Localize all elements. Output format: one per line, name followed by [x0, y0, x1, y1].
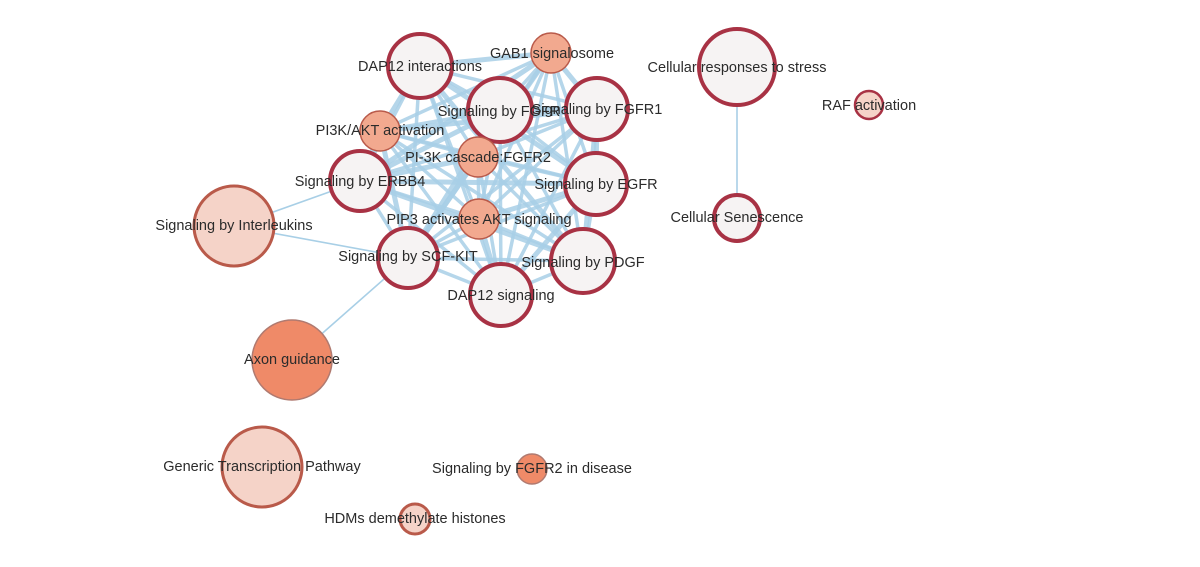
node-gab1-signalosome[interactable]: [530, 32, 572, 74]
node-dap12-interactions[interactable]: [386, 32, 454, 100]
node-axon-guidance[interactable]: [251, 319, 333, 401]
edge-pi3k-akt-activation--pip3-activates-akt: [378, 129, 481, 221]
node-signaling-by-interleukins[interactable]: [192, 184, 276, 268]
node-label-raf-activation: RAF activation: [822, 98, 916, 114]
node-signaling-by-fgfr1[interactable]: [564, 76, 630, 142]
node-label-signaling-by-fgfr: Signaling by FGFR: [438, 104, 561, 120]
labels-layer: DAP12 interactions GAB1 signalosome Signal…: [155, 46, 916, 527]
node-label-cellular-responses-to-stress: Cellular responses to stress: [648, 60, 827, 76]
node-hdms-demethylate-histones[interactable]: [398, 502, 432, 536]
node-label-signaling-by-interleukins: Signaling by Interleukins: [155, 218, 312, 234]
node-pi3k-akt-activation[interactable]: [359, 110, 401, 152]
node-pi3k-cascade-fgfr2[interactable]: [457, 136, 499, 178]
node-label-dap12-interactions: DAP12 interactions: [358, 59, 482, 75]
edge-gab1-signalosome--pi3k-akt-activation: [378, 51, 553, 133]
node-label-cellular-senescence: Cellular Senescence: [671, 210, 804, 226]
node-label-pip3-activates-akt: PIP3 activates AKT signaling: [386, 212, 571, 228]
node-label-signaling-by-pdgf: Signaling by PDGF: [521, 255, 644, 271]
node-label-dap12-signaling: DAP12 signaling: [447, 288, 554, 304]
node-raf-activation[interactable]: [853, 89, 885, 121]
edge-signaling-by-erbb4--signaling-by-egfr: [357, 178, 599, 187]
node-signaling-by-scf-kit[interactable]: [376, 226, 440, 290]
node-cellular-responses-to-stress[interactable]: [697, 27, 777, 107]
node-signaling-by-pdgf[interactable]: [549, 227, 617, 295]
node-label-axon-guidance: Axon guidance: [244, 352, 340, 368]
node-label-pi3k-cascade-fgfr2: PI-3K cascade:FGFR2: [405, 150, 551, 166]
node-signaling-by-erbb4[interactable]: [328, 149, 392, 213]
node-signaling-by-egfr[interactable]: [563, 151, 629, 217]
node-label-signaling-by-egfr: Signaling by EGFR: [534, 177, 657, 193]
edge-signaling-by-egfr--signaling-by-scf-kit: [406, 182, 598, 260]
node-label-signaling-by-fgfr1: Signaling by FGFR1: [532, 102, 663, 118]
node-label-gab1-signalosome: GAB1 signalosome: [490, 46, 614, 62]
node-label-generic-transcription-pathway: Generic Transcription Pathway: [163, 459, 361, 475]
node-cellular-senescence[interactable]: [712, 193, 762, 243]
node-dap12-signaling[interactable]: [468, 262, 534, 328]
node-signaling-by-fgfr2-in-disease[interactable]: [516, 453, 548, 485]
node-pip3-activates-akt[interactable]: [458, 198, 500, 240]
node-label-signaling-by-scf-kit: Signaling by SCF-KIT: [338, 249, 478, 265]
node-label-signaling-by-erbb4: Signaling by ERBB4: [295, 174, 426, 190]
node-signaling-by-fgfr[interactable]: [466, 76, 534, 144]
node-label-pi3k-akt-activation: PI3K/AKT activation: [316, 123, 445, 139]
nodes-layer: [192, 27, 885, 536]
edge-gab1-signalosome--signaling-by-pdgf: [549, 51, 585, 263]
node-label-signaling-by-fgfr2-in-disease: Signaling by FGFR2 in disease: [432, 461, 632, 477]
node-label-hdms-demethylate-histones: HDMs demethylate histones: [324, 511, 505, 527]
node-generic-transcription-pathway[interactable]: [220, 425, 304, 509]
